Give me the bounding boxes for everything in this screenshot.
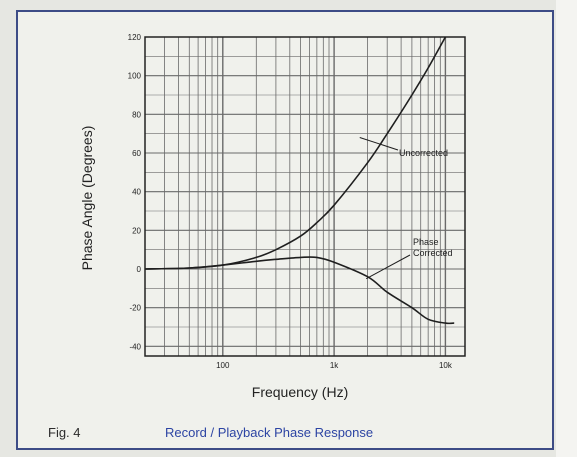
x-axis-label: Frequency (Hz) [252, 384, 348, 400]
y-tick-label: 120 [128, 33, 142, 42]
y-tick-labels: 120 100 80 60 40 20 0 -20 -40 [128, 33, 142, 351]
annotations: Uncorrected Phase Corrected [359, 137, 453, 280]
y-tick-label: 60 [132, 149, 141, 158]
top-margin [0, 0, 577, 10]
annotation-line-2: Corrected [413, 248, 453, 258]
x-tick-label: 1k [330, 361, 339, 370]
series [144, 36, 455, 325]
y-tick-label: 0 [137, 265, 142, 274]
y-tick-label: 100 [128, 72, 142, 81]
x-tick-label: 100 [216, 361, 230, 370]
y-tick-label: 20 [132, 226, 141, 235]
grid [144, 36, 465, 356]
y-tick-label: -40 [129, 342, 141, 351]
y-tick-label: 40 [132, 188, 141, 197]
plot-frame [144, 36, 466, 357]
y-tick-label: 80 [132, 110, 141, 119]
annotation-uncorrected: Uncorrected [399, 148, 448, 158]
series-line-phase-corrected [144, 256, 455, 325]
annotation-phase-corrected: Phase Corrected [413, 237, 453, 258]
x-tick-label: 10k [439, 361, 453, 370]
y-axis-label: Phase Angle (Degrees) [79, 126, 95, 271]
figure-title: Record / Playback Phase Response [165, 425, 374, 440]
figure-label: Fig. 4 [48, 425, 81, 440]
annotation-leader-phase-corrected [365, 254, 411, 280]
right-margin [556, 0, 577, 457]
x-tick-labels: 100 1k 10k [216, 361, 453, 370]
annotation-line-1: Phase [413, 237, 439, 247]
y-tick-label: -20 [129, 304, 141, 313]
annotation-leader-uncorrected [359, 137, 399, 151]
